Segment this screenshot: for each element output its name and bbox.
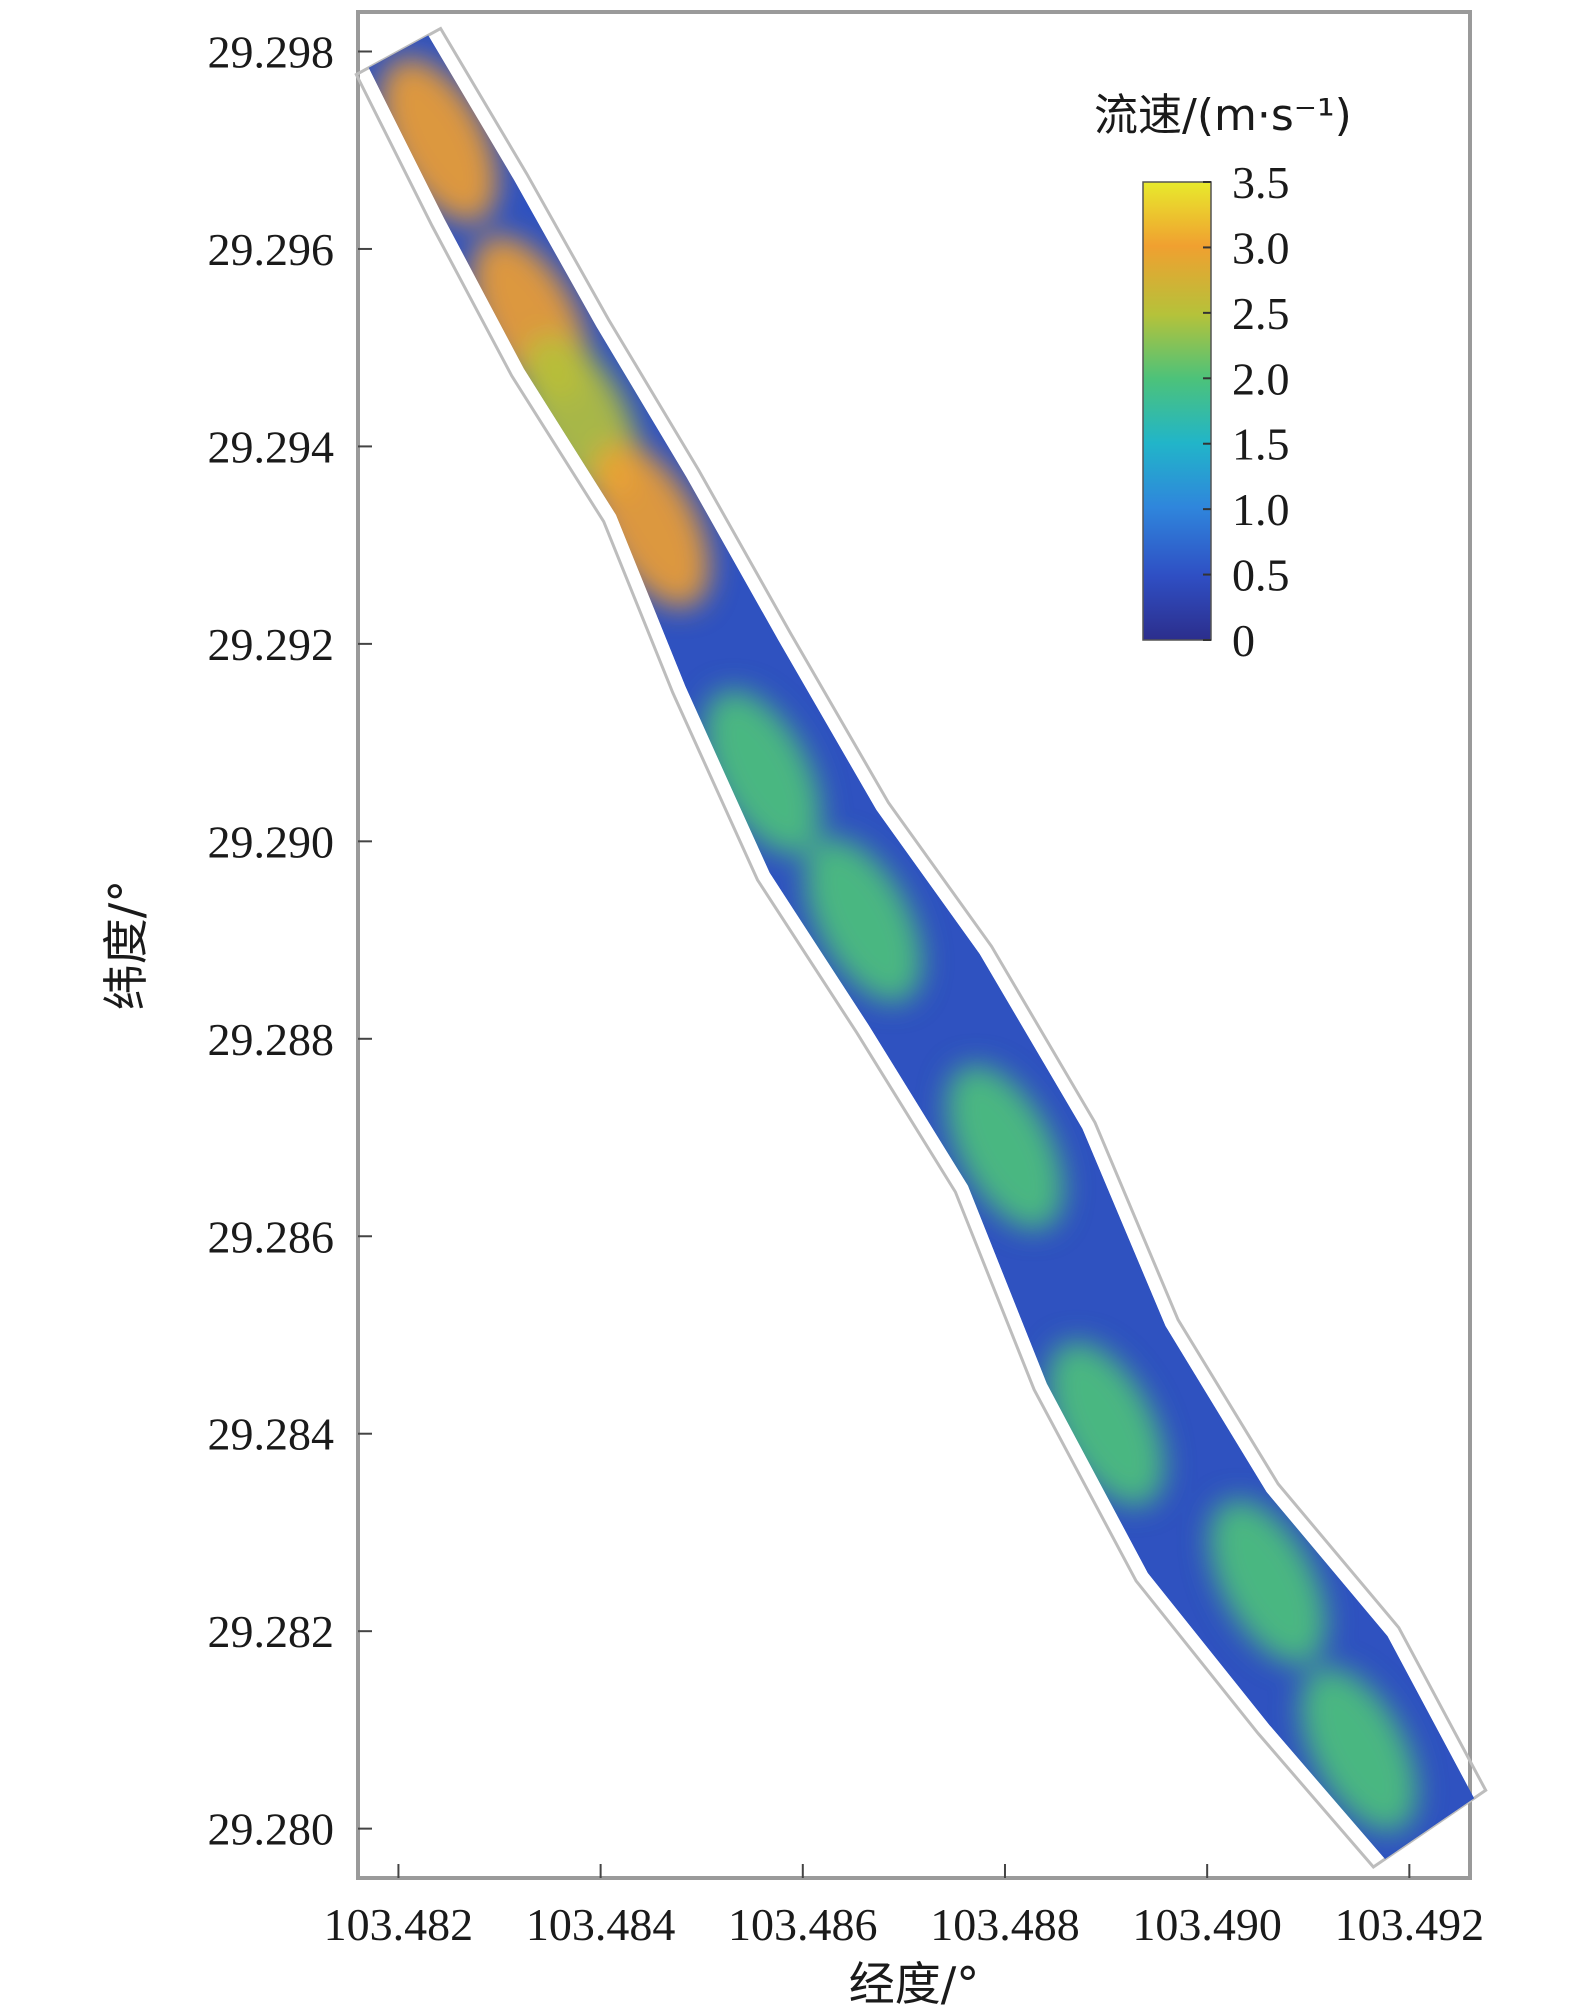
y-tick-label: 29.294 [208, 421, 335, 472]
velocity-hotspot [703, 689, 821, 855]
x-tick-label: 103.490 [1132, 1899, 1282, 1950]
velocity-hotspot [1300, 1667, 1418, 1832]
colorbar-ticks: 0 0.5 1.0 1.5 2.0 2.5 3.0 3.5 [1203, 157, 1290, 666]
y-tick-label: 29.290 [208, 816, 335, 867]
y-axis: 29.280 29.282 29.284 29.286 29.288 29.290 29.2… [208, 26, 372, 1855]
y-tick-label: 29.286 [208, 1211, 335, 1262]
velocity-hotspot [946, 1065, 1064, 1230]
y-tick-label: 29.284 [208, 1409, 335, 1460]
velocity-hotspots [380, 58, 1418, 1832]
river-outline [354, 26, 1488, 1869]
y-tick-label: 29.296 [208, 224, 335, 275]
colorbar-tick-label: 2.5 [1232, 288, 1290, 339]
colorbar-tick-label: 1.0 [1232, 484, 1290, 535]
velocity-hotspot [380, 58, 498, 223]
river-velocity-field [368, 35, 1475, 1860]
colorbar-tick-label: 2.0 [1232, 353, 1290, 404]
y-tick-label: 29.288 [208, 1014, 335, 1065]
colorbar-title: 流速/(m·s⁻¹) [1094, 90, 1352, 141]
colorbar-gradient [1142, 181, 1212, 641]
x-tick-label: 103.484 [526, 1899, 676, 1950]
velocity-hotspot [804, 837, 923, 1003]
velocity-hotspot [592, 443, 710, 608]
colorbar-tick-label: 0.5 [1232, 550, 1290, 601]
colorbar-tick-label: 3.5 [1232, 157, 1290, 208]
y-tick-label: 29.292 [208, 619, 335, 670]
y-axis-label: 纬度/° [99, 880, 153, 1011]
x-tick-label: 103.488 [930, 1899, 1080, 1950]
y-tick-label: 29.280 [208, 1804, 335, 1855]
x-tick-label: 103.486 [728, 1899, 878, 1950]
x-tick-label: 103.482 [324, 1899, 474, 1950]
x-axis-label: 经度/° [849, 1957, 980, 2011]
colorbar-tick-label: 3.0 [1232, 222, 1290, 273]
y-tick-label: 29.282 [208, 1606, 335, 1657]
colorbar: 流速/(m·s⁻¹) 0 0.5 1.0 1.5 2.0 2.5 3.0 3.5 [1094, 90, 1352, 666]
x-tick-label: 103.492 [1335, 1899, 1485, 1950]
y-tick-label: 29.298 [208, 26, 335, 77]
x-axis: 103.482 103.484 103.486 103.488 103.490 103.4… [324, 1864, 1484, 1950]
velocity-hotspot [1209, 1499, 1327, 1665]
velocity-hotspot [1047, 1341, 1165, 1507]
colorbar-tick-label: 0 [1232, 615, 1255, 666]
colorbar-tick-label: 1.5 [1232, 419, 1290, 470]
